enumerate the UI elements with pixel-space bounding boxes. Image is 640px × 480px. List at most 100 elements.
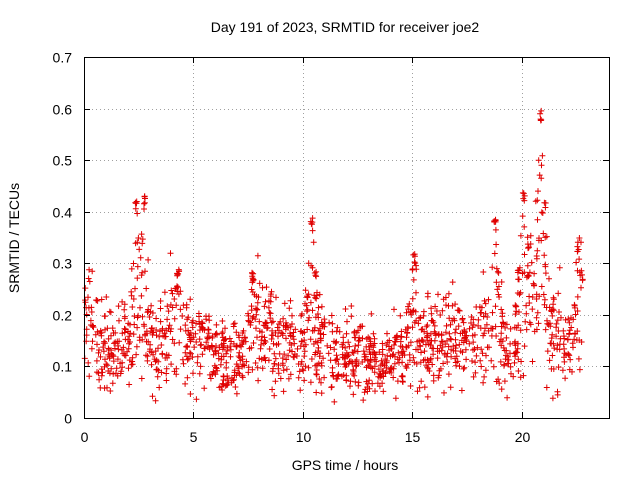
data-point (256, 280, 263, 287)
data-point (413, 266, 420, 273)
data-point (137, 254, 144, 261)
data-point (256, 328, 263, 335)
data-point (252, 360, 259, 366)
data-point (553, 333, 560, 340)
data-point (372, 388, 378, 395)
data-point (320, 331, 327, 338)
data-point (424, 330, 431, 337)
data-point (366, 343, 372, 350)
data-point (259, 365, 266, 372)
data-point (173, 371, 180, 378)
data-point (435, 291, 441, 298)
data-point (100, 344, 107, 351)
data-point (298, 361, 305, 368)
data-point (171, 315, 178, 322)
data-point (480, 379, 487, 386)
data-point (258, 337, 265, 344)
data-point (452, 359, 459, 366)
data-point (103, 294, 110, 300)
data-point (409, 295, 416, 302)
data-point (463, 356, 470, 363)
data-point (139, 313, 146, 320)
data-point (501, 347, 508, 354)
data-point (210, 368, 217, 375)
data-point (223, 359, 230, 366)
data-point (501, 362, 507, 369)
data-point (253, 325, 259, 332)
data-point (186, 349, 193, 356)
data-point (122, 336, 129, 343)
data-point (375, 366, 382, 373)
data-point (114, 356, 121, 363)
data-point (106, 370, 113, 377)
data-point (193, 320, 199, 327)
data-point (489, 264, 496, 271)
data-point (460, 319, 467, 326)
data-point (232, 384, 239, 390)
data-point (236, 370, 243, 377)
data-point (564, 336, 571, 343)
data-point (160, 332, 167, 339)
data-point (245, 317, 252, 324)
data-point (133, 351, 140, 358)
data-point (304, 326, 311, 333)
data-point (295, 374, 302, 381)
data-point (445, 290, 452, 297)
data-point (349, 360, 356, 367)
data-point (321, 374, 328, 381)
data-point (94, 341, 100, 348)
data-point (443, 322, 450, 329)
data-point (262, 298, 269, 305)
data-point (578, 339, 585, 345)
data-point (541, 301, 548, 308)
data-point (367, 356, 374, 363)
data-point (320, 355, 327, 362)
data-point (184, 316, 191, 323)
data-point (106, 308, 113, 315)
data-point (240, 327, 247, 334)
data-point (459, 315, 466, 322)
data-point (179, 313, 186, 319)
data-point (209, 344, 216, 351)
data-point (513, 349, 520, 355)
data-point (524, 262, 531, 269)
data-point (560, 341, 567, 348)
data-point (291, 351, 298, 358)
data-point (512, 303, 519, 310)
data-point (212, 331, 219, 338)
data-point (265, 304, 272, 311)
data-point (180, 360, 187, 367)
data-point (311, 327, 318, 334)
data-point (536, 172, 543, 179)
data-point (315, 304, 322, 311)
data-point (335, 361, 342, 367)
data-point (445, 302, 452, 309)
data-point (421, 348, 428, 355)
data-point (406, 357, 413, 364)
data-point (292, 326, 299, 333)
data-point (219, 318, 226, 324)
data-point (239, 374, 246, 381)
data-point (418, 326, 425, 333)
data-point (262, 357, 269, 364)
data-point (413, 289, 419, 296)
data-point (169, 304, 176, 311)
data-point (309, 307, 316, 314)
data-point (344, 318, 350, 325)
data-point (267, 293, 274, 300)
data-point (129, 354, 136, 361)
data-point (248, 286, 255, 293)
data-point (213, 364, 219, 371)
data-point (342, 306, 349, 312)
data-point (107, 388, 114, 394)
data-point (301, 377, 308, 384)
data-point (303, 308, 310, 315)
data-point (224, 344, 231, 351)
data-point (571, 336, 578, 343)
data-point (275, 333, 281, 340)
data-point (495, 291, 502, 298)
data-point (370, 344, 377, 351)
data-point (546, 357, 553, 364)
chart-title: Day 191 of 2023, SRMTID for receiver joe… (211, 19, 480, 35)
